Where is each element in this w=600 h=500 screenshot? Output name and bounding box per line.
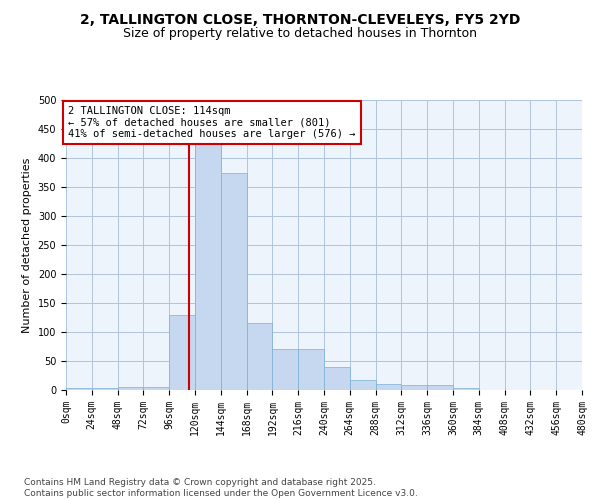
Text: Contains HM Land Registry data © Crown copyright and database right 2025.
Contai: Contains HM Land Registry data © Crown c… [24,478,418,498]
Text: Size of property relative to detached houses in Thornton: Size of property relative to detached ho… [123,28,477,40]
Bar [401,386,427,390]
Bar [324,367,350,390]
Bar [143,387,169,390]
Bar [195,140,221,390]
Bar [376,384,401,390]
Text: 2, TALLINGTON CLOSE, THORNTON-CLEVELEYS, FY5 2YD: 2, TALLINGTON CLOSE, THORNTON-CLEVELEYS,… [80,12,520,26]
Bar [118,387,143,390]
Text: 2 TALLINGTON CLOSE: 114sqm
← 57% of detached houses are smaller (801)
41% of sem: 2 TALLINGTON CLOSE: 114sqm ← 57% of deta… [68,106,356,139]
Bar [350,380,376,390]
Bar [427,386,453,390]
Bar [247,324,272,390]
Bar [298,350,324,390]
Bar [92,388,118,390]
Bar [272,350,298,390]
Bar [66,388,92,390]
Bar [453,388,479,390]
Y-axis label: Number of detached properties: Number of detached properties [22,158,32,332]
Bar [169,314,195,390]
Bar [221,172,247,390]
